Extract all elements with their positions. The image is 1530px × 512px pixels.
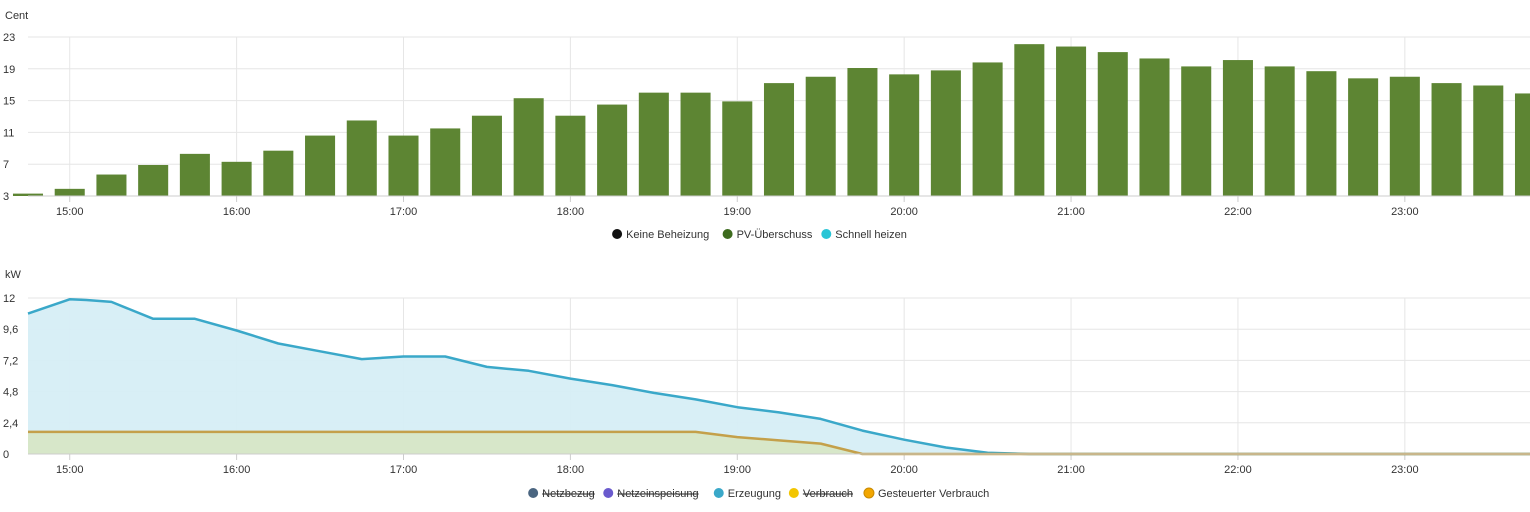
- bar-pv-ueberschuss: [930, 70, 961, 196]
- legend-item[interactable]: Erzeugung: [713, 488, 781, 500]
- legend-label: Keine Beheizung: [626, 229, 709, 241]
- bar-pv-ueberschuss: [1139, 58, 1170, 197]
- bar-pv-ueberschuss: [597, 104, 628, 196]
- legend-marker: [821, 229, 832, 239]
- y-unit-label: Cent: [5, 10, 28, 22]
- x-tick-label: 19:00: [724, 464, 752, 476]
- power-area-chart: kW 0 2,4 4,8 7,2 9,6 12 15:00 16:00 17:00 18:00 19:…: [3, 269, 1530, 500]
- x-tick-label: 17:00: [390, 206, 418, 218]
- legend-item[interactable]: Verbrauch: [788, 488, 853, 500]
- y-tick-label: 19: [3, 64, 15, 76]
- bar-pv-ueberschuss: [847, 68, 878, 196]
- bar-pv-ueberschuss: [889, 74, 920, 196]
- legend-label: Netzbezug: [542, 488, 595, 500]
- legend-label: Gesteuerter Verbrauch: [878, 488, 989, 500]
- legend-marker: [788, 488, 799, 498]
- legend-item[interactable]: Netzbezug: [528, 488, 595, 500]
- legend-marker: [722, 229, 733, 239]
- bar-pv-ueberschuss: [1473, 85, 1504, 196]
- x-tick-label: 15:00: [56, 464, 84, 476]
- legend-marker: [612, 229, 623, 239]
- legend-item[interactable]: Gesteuerter Verbrauch: [863, 487, 989, 500]
- bar-pv-ueberschuss: [1431, 83, 1462, 196]
- legend-item[interactable]: Keine Beheizung: [612, 229, 709, 241]
- legend-label: Netzeinspeisung: [617, 488, 698, 500]
- bar-pv-ueberschuss: [722, 101, 753, 196]
- bar-pv-ueberschuss: [12, 193, 44, 196]
- bar-pv-ueberschuss: [346, 120, 377, 196]
- x-tick-label: 22:00: [1224, 206, 1252, 218]
- legend-label: Verbrauch: [803, 488, 853, 500]
- bar-pv-ueberschuss: [1181, 66, 1212, 196]
- bar-pv-ueberschuss: [1222, 60, 1253, 197]
- legend-label: Schnell heizen: [835, 229, 907, 241]
- price-bar-chart: Cent 3 7 11 15 19 23 15:00 16:00 17:00 18:00 19:00 2…: [3, 10, 1530, 241]
- y-unit-label: kW: [5, 269, 22, 281]
- x-tick-label: 20:00: [890, 464, 918, 476]
- x-tick-label: 20:00: [890, 206, 918, 218]
- y-tick-label: 12: [3, 293, 15, 305]
- x-tick-label: 17:00: [390, 464, 418, 476]
- legend-marker: [528, 488, 539, 498]
- y-tick-label: 7: [3, 159, 9, 171]
- x-tick-label: 21:00: [1057, 206, 1085, 218]
- x-tick-label: 18:00: [557, 206, 585, 218]
- x-tick-label: 21:00: [1057, 464, 1085, 476]
- bar-pv-ueberschuss: [555, 115, 586, 196]
- bar-pv-ueberschuss: [430, 128, 461, 196]
- legend-item[interactable]: PV-Überschuss: [722, 229, 813, 241]
- bar-pv-ueberschuss: [638, 92, 669, 196]
- bar-pv-ueberschuss: [1097, 52, 1128, 197]
- bar-pv-ueberschuss: [138, 164, 169, 196]
- x-tick-label: 18:00: [557, 464, 585, 476]
- bar-pv-ueberschuss: [1056, 46, 1087, 196]
- y-tick-label: 9,6: [3, 324, 18, 336]
- bar-pv-ueberschuss: [763, 83, 795, 196]
- bar-pv-ueberschuss: [179, 153, 210, 196]
- bar-pv-ueberschuss: [305, 135, 336, 196]
- legend-marker: [603, 488, 614, 498]
- y-tick-label: 4,8: [3, 387, 18, 399]
- bar-pv-ueberschuss: [388, 135, 419, 196]
- y-tick-label: 0: [3, 449, 9, 461]
- legend-marker: [713, 488, 724, 498]
- legend-marker: [863, 487, 875, 499]
- y-tick-label: 15: [3, 96, 15, 108]
- bar-pv-ueberschuss: [263, 150, 294, 196]
- y-tick-label: 23: [3, 32, 15, 44]
- y-tick-label: 2,4: [3, 418, 18, 430]
- x-tick-label: 19:00: [724, 206, 752, 218]
- bar-pv-ueberschuss: [513, 98, 544, 196]
- series-erzeugung-area: [28, 299, 1530, 454]
- bar-pv-ueberschuss: [221, 161, 252, 196]
- bar-pv-ueberschuss: [96, 174, 127, 196]
- bar-pv-ueberschuss: [972, 62, 1003, 196]
- bar-pv-ueberschuss: [1264, 66, 1295, 196]
- bar-pv-ueberschuss: [1306, 71, 1337, 196]
- x-tick-label: 23:00: [1391, 206, 1419, 218]
- y-tick-label: 3: [3, 191, 9, 203]
- legend-label: Erzeugung: [728, 488, 781, 500]
- bar-pv-ueberschuss: [680, 92, 711, 196]
- bar-pv-ueberschuss: [1014, 44, 1045, 196]
- x-tick-label: 16:00: [223, 464, 251, 476]
- bar-pv-ueberschuss: [1514, 93, 1530, 196]
- y-tick-label: 11: [3, 127, 14, 139]
- x-tick-label: 15:00: [56, 206, 84, 218]
- bar-pv-ueberschuss: [1348, 78, 1379, 196]
- bar-pv-ueberschuss: [805, 76, 836, 196]
- series-gesteuerter-verbrauch-area: [28, 431, 1530, 454]
- x-tick-label: 23:00: [1391, 464, 1419, 476]
- x-tick-label: 16:00: [223, 206, 251, 218]
- bar-pv-ueberschuss: [54, 188, 85, 196]
- legend-item[interactable]: Schnell heizen: [821, 229, 907, 241]
- bar-pv-ueberschuss: [1389, 76, 1420, 196]
- legend-label: PV-Überschuss: [737, 229, 813, 241]
- y-tick-label: 7,2: [3, 355, 18, 367]
- legend-item[interactable]: Netzeinspeisung: [603, 488, 699, 500]
- bar-pv-ueberschuss: [471, 115, 502, 196]
- x-tick-label: 22:00: [1224, 464, 1252, 476]
